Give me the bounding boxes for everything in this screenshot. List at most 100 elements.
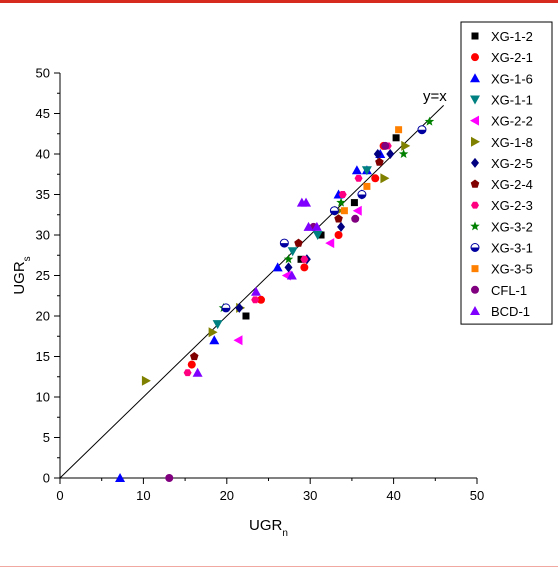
data-point-xg-2-2 <box>352 205 362 216</box>
y-tick-label: 50 <box>36 66 50 81</box>
legend-label: XG-3-2 <box>491 219 533 234</box>
legend-marker-xg-1-1 <box>470 95 480 105</box>
data-point-xg-1-1 <box>212 320 223 330</box>
y-tick-label: 10 <box>36 390 50 405</box>
legend-label: XG-2-2 <box>491 114 533 129</box>
y-tick-label: 0 <box>43 471 50 486</box>
y-tick-label: 40 <box>36 147 50 162</box>
data-point-xg-3-1 <box>357 190 367 199</box>
data-point-xg-2-4 <box>334 214 343 223</box>
x-tick-label: 30 <box>303 488 317 503</box>
data-point-xg-1-6 <box>115 473 126 482</box>
legend-marker-xg-2-2 <box>470 115 479 126</box>
marker-fill <box>357 194 366 199</box>
data-point-xg-3-5 <box>363 182 371 190</box>
data-point-xg-1-2 <box>242 312 250 320</box>
data-point-xg-3-1 <box>329 206 339 216</box>
data-point-xg-2-5 <box>373 149 382 159</box>
x-axis-title-subscript: n <box>282 528 288 539</box>
data-point-xg-1-8 <box>208 327 218 338</box>
data-point-cfl-1 <box>165 474 174 482</box>
data-point-bcd-1 <box>250 286 261 296</box>
data-point-bcd-1 <box>303 221 314 231</box>
y-axis-title: UGRs <box>11 256 33 294</box>
legend-marker-cfl-1 <box>471 285 479 294</box>
marker-fill <box>280 243 289 248</box>
data-point-bcd-1 <box>192 367 203 377</box>
marker-fill <box>471 247 479 252</box>
data-point-xg-2-1 <box>187 360 196 369</box>
x-tick-label: 50 <box>470 488 484 503</box>
data-point-cfl-1 <box>381 141 390 150</box>
data-point-xg-1-1 <box>287 247 298 257</box>
data-point-xg-2-1 <box>371 174 380 183</box>
y-tick-label: 5 <box>43 430 50 445</box>
data-point-xg-2-3 <box>354 174 363 182</box>
legend-label: XG-3-1 <box>491 241 533 256</box>
data-point-xg-3-5 <box>395 126 403 134</box>
x-tick-label: 0 <box>56 488 63 503</box>
data-point-xg-3-1 <box>221 303 231 313</box>
data-point-xg-2-1 <box>300 263 309 272</box>
y-tick-label: 45 <box>36 106 50 121</box>
data-point-xg-1-8 <box>380 173 390 184</box>
data-point-xg-1-2 <box>350 199 358 207</box>
data-point-xg-2-5 <box>337 221 346 232</box>
series-xg-2-2 <box>233 205 362 346</box>
legend-label: BCD-1 <box>491 304 530 319</box>
legend-marker-bcd-1 <box>470 305 480 315</box>
data-point-xg-2-3 <box>183 369 192 377</box>
data-point-xg-2-2 <box>325 238 335 249</box>
data-point-bcd-1 <box>286 270 297 280</box>
data-point-xg-1-8 <box>141 375 151 386</box>
x-tick-label: 40 <box>386 488 400 503</box>
data-point-xg-2-5 <box>284 262 293 273</box>
data-point-bcd-1 <box>301 197 312 207</box>
marker-fill <box>417 129 426 134</box>
legend-label: XG-1-6 <box>491 71 533 86</box>
x-tick-label: 20 <box>220 488 234 503</box>
data-point-xg-2-4 <box>189 352 199 361</box>
series-xg-2-4 <box>189 157 384 361</box>
legend-marker-xg-2-5 <box>471 157 479 168</box>
legend-label: XG-2-5 <box>491 156 533 171</box>
data-point-xg-2-3 <box>251 296 260 304</box>
data-point-xg-1-2 <box>392 134 400 142</box>
legend-marker-xg-3-2 <box>470 221 480 231</box>
data-point-xg-2-1 <box>334 231 343 239</box>
data-point-bcd-1 <box>311 221 322 231</box>
series-cfl-1 <box>165 141 390 482</box>
data-point-xg-1-8 <box>401 140 411 151</box>
legend-marker-xg-3-5 <box>471 265 479 273</box>
reference-line-y-equals-x <box>59 105 444 479</box>
x-axis-title: UGRn <box>249 517 288 539</box>
data-point-xg-3-1 <box>279 238 289 248</box>
bottom-border-rule <box>0 566 558 567</box>
legend-label: XG-1-1 <box>491 92 533 107</box>
series-xg-2-1 <box>187 141 388 369</box>
data-point-xg-2-2 <box>233 335 243 346</box>
marker-fill <box>330 210 339 215</box>
data-points <box>115 116 435 482</box>
data-point-xg-1-2 <box>317 231 325 239</box>
data-point-xg-2-3 <box>300 255 309 263</box>
legend-marker-xg-2-1 <box>471 53 479 62</box>
data-point-xg-1-6 <box>209 335 220 345</box>
series-xg-3-5 <box>340 126 403 215</box>
y-tick-label: 30 <box>36 228 50 243</box>
legend-marker-xg-2-3 <box>471 201 479 209</box>
legend-label: XG-1-8 <box>491 135 533 150</box>
data-point-xg-1-1 <box>312 231 323 240</box>
series-xg-1-8 <box>141 140 411 386</box>
data-point-xg-3-2 <box>398 149 409 159</box>
legend-label: CFL-1 <box>491 283 527 298</box>
data-point-xg-2-4 <box>375 157 384 166</box>
data-point-xg-1-6 <box>272 262 283 272</box>
data-point-xg-2-4 <box>294 238 303 247</box>
reference-line-group <box>59 105 444 479</box>
data-point-xg-3-2 <box>336 197 346 207</box>
data-point-xg-2-1 <box>256 295 265 304</box>
series-xg-1-1 <box>212 166 372 330</box>
data-point-xg-2-3 <box>338 191 347 198</box>
